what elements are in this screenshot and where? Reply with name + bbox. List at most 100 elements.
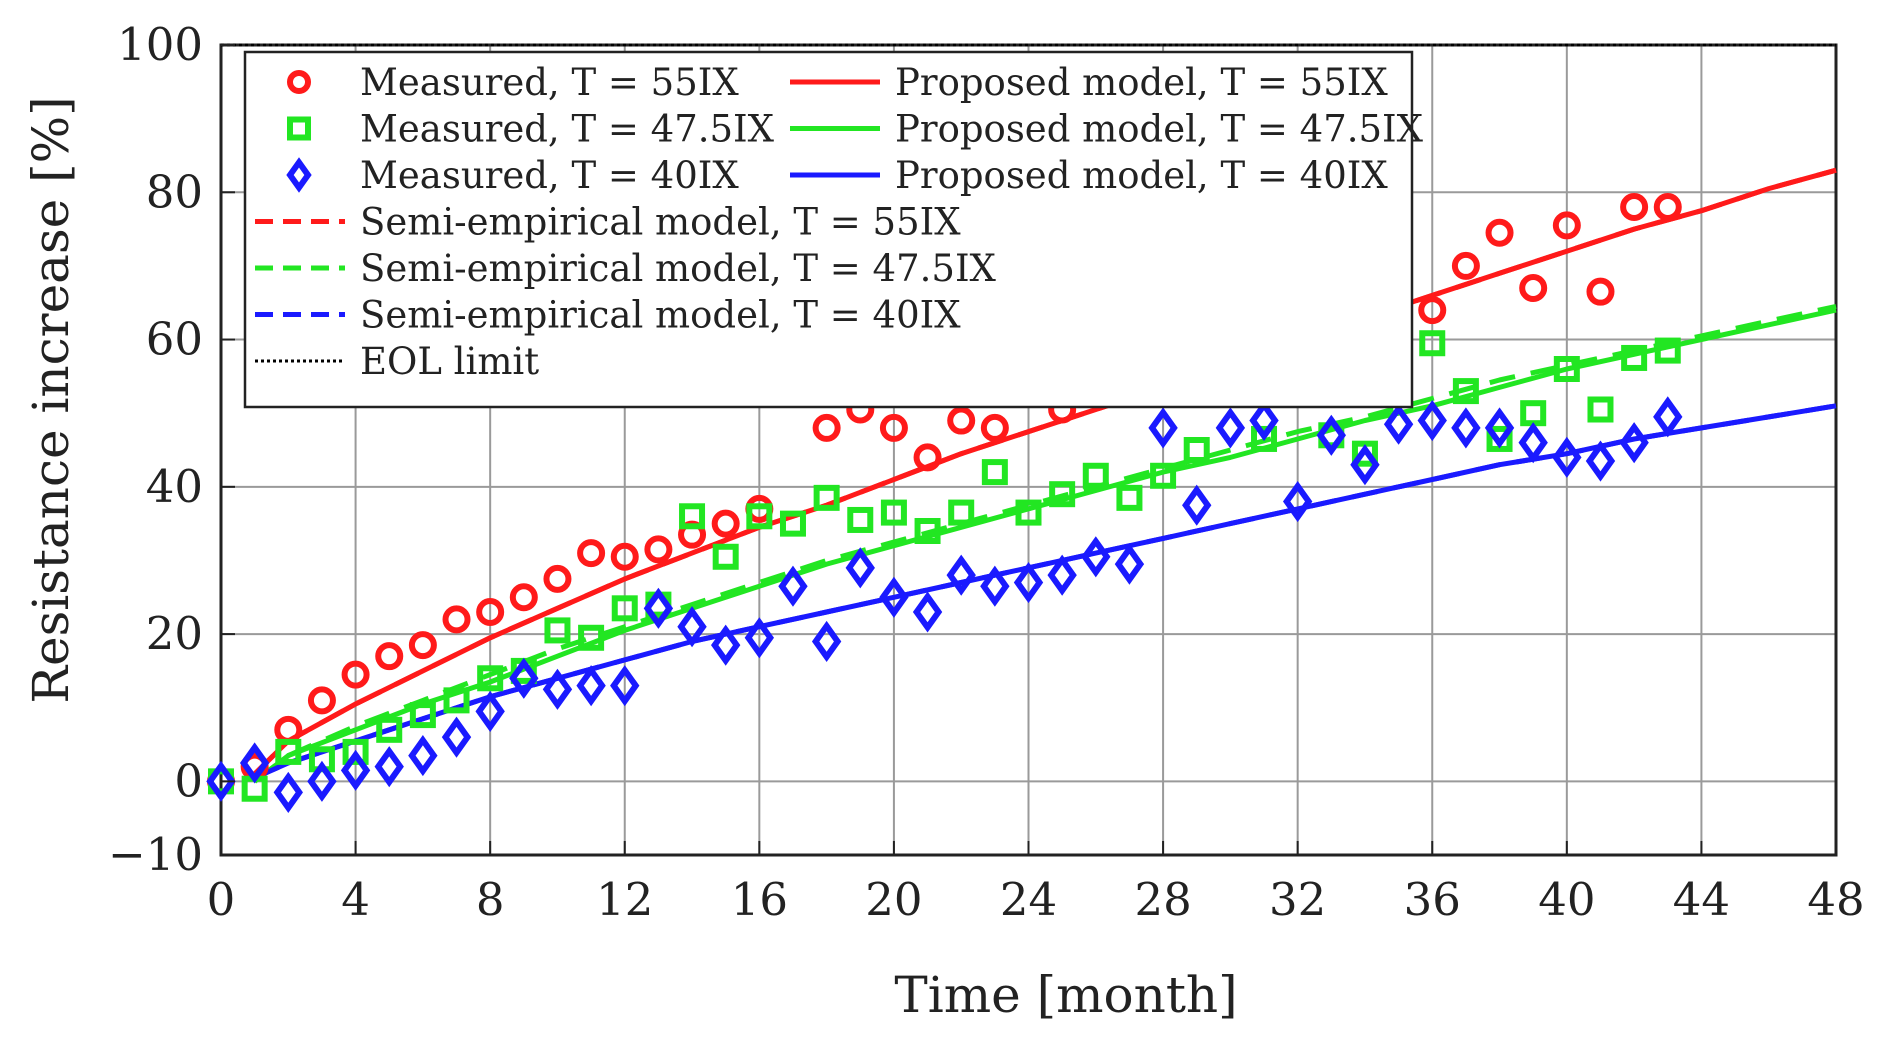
- data-point-diamond: [980, 565, 1010, 607]
- data-point-circle: [1418, 296, 1447, 325]
- data-point-square: [1654, 337, 1681, 364]
- data-point-square: [1587, 396, 1614, 423]
- legend-item: Proposed model, T = 55IX: [790, 61, 1388, 104]
- data-point-diamond: [610, 665, 640, 707]
- data-point-diamond: [441, 716, 472, 758]
- data-point-diamond: [1081, 536, 1111, 578]
- data-point-square: [679, 503, 706, 530]
- data-point-square: [746, 503, 773, 530]
- data-point-square: [779, 510, 806, 537]
- data-point-diamond: [1653, 396, 1683, 438]
- semi-empirical-model-line: [253, 303, 1837, 784]
- data-point-square: [578, 624, 605, 651]
- legend-label: Proposed model, T = 47.5IX: [895, 108, 1424, 151]
- legend-item: Semi-empirical model, T = 47.5IX: [255, 247, 997, 290]
- data-point-circle: [341, 660, 370, 689]
- data-point-square: [813, 484, 840, 511]
- semi-empirical-model-line: [252, 167, 1837, 776]
- data-point-square: [477, 665, 504, 692]
- series-layer: [206, 43, 1837, 813]
- data-point-diamond: [1013, 561, 1044, 604]
- data-point-diamond: [239, 742, 270, 784]
- data-point-diamond: [1417, 399, 1447, 442]
- x-tick-label: 16: [731, 873, 788, 926]
- measured-series-square: [208, 260, 1681, 802]
- data-point-circle: [1519, 274, 1548, 302]
- data-point-diamond: [206, 760, 236, 802]
- data-point-diamond: [307, 760, 337, 802]
- data-point-square: [1351, 440, 1378, 467]
- data-point-diamond: [1249, 399, 1279, 442]
- data-point-diamond: [778, 565, 808, 607]
- data-point-circle: [509, 583, 538, 612]
- y-tick-label: 0: [174, 754, 203, 807]
- data-point-square: [443, 687, 470, 714]
- data-point-circle: [812, 413, 841, 442]
- data-point-circle: [1451, 251, 1480, 280]
- data-point-diamond: [1552, 436, 1582, 478]
- legend-item: EOL limit: [255, 340, 539, 383]
- data-point-square: [1621, 344, 1648, 371]
- data-point-diamond: [509, 657, 539, 699]
- data-point-square: [1183, 437, 1210, 463]
- data-point-circle: [543, 564, 572, 593]
- data-point-circle: [610, 542, 639, 571]
- legend-item: Measured, T = 55IX: [287, 61, 739, 104]
- x-tick-label: 36: [1404, 873, 1461, 926]
- y-tick-label: 100: [117, 18, 203, 71]
- data-point-diamond: [1282, 480, 1313, 523]
- legend-label: Semi-empirical model, T = 40IX: [360, 294, 961, 337]
- data-point-square: [1150, 462, 1177, 489]
- x-tick-label: 4: [341, 873, 370, 926]
- y-tick-label: 80: [146, 165, 203, 218]
- data-point-circle: [947, 406, 976, 435]
- data-point-diamond: [879, 576, 909, 618]
- data-point-square: [409, 702, 436, 729]
- data-point-circle: [307, 686, 336, 715]
- legend-label: EOL limit: [360, 340, 539, 383]
- y-tick-label: −10: [108, 828, 203, 881]
- x-tick-label: 8: [476, 873, 505, 926]
- data-point-diamond: [408, 735, 438, 777]
- x-tick-label: 40: [1538, 873, 1595, 926]
- data-point-square: [948, 499, 975, 526]
- data-point-diamond: [1518, 422, 1548, 464]
- data-point-diamond: [1182, 484, 1212, 526]
- x-tick-label: 20: [865, 873, 922, 926]
- data-point-circle: [913, 443, 942, 472]
- data-point-square: [1116, 484, 1143, 511]
- legend-item: Proposed model, T = 40IX: [790, 154, 1388, 197]
- data-point-diamond: [374, 746, 404, 788]
- x-axis-label: Time [month]: [894, 966, 1237, 1024]
- x-tick-label: 24: [1000, 873, 1057, 926]
- proposed-model-line: [253, 307, 1837, 784]
- x-tick-label: 48: [1807, 873, 1864, 926]
- data-point-diamond: [475, 690, 505, 732]
- legend-label: Measured, T = 55IX: [360, 61, 739, 104]
- data-point-square: [342, 738, 369, 765]
- data-point-square: [1251, 425, 1278, 452]
- x-tick-label: 32: [1269, 873, 1326, 926]
- data-point-square: [1082, 462, 1109, 489]
- data-point-square: [611, 595, 638, 622]
- legend-item: Semi-empirical model, T = 40IX: [255, 294, 961, 337]
- y-tick-label: 60: [146, 313, 203, 366]
- data-point-diamond: [845, 547, 875, 589]
- data-point-diamond: [946, 554, 976, 596]
- legend-label: Measured, T = 40IX: [360, 154, 739, 197]
- legend-box: [243, 50, 1414, 409]
- y-axis-label: Resistance increase [%]: [22, 96, 80, 703]
- legend-item: Semi-empirical model, T = 55IX: [255, 201, 961, 244]
- x-tick-label: 44: [1673, 873, 1730, 926]
- data-point-square: [1015, 499, 1042, 526]
- legend-item: Measured, T = 47.5IX: [287, 108, 775, 151]
- data-point-square: [1553, 356, 1580, 382]
- data-point-square: [544, 617, 571, 644]
- data-point-diamond: [1619, 422, 1649, 464]
- data-point-diamond: [677, 606, 707, 648]
- legend-label: Semi-empirical model, T = 47.5IX: [360, 247, 997, 290]
- data-point-square: [847, 506, 874, 533]
- data-point-diamond: [811, 620, 842, 663]
